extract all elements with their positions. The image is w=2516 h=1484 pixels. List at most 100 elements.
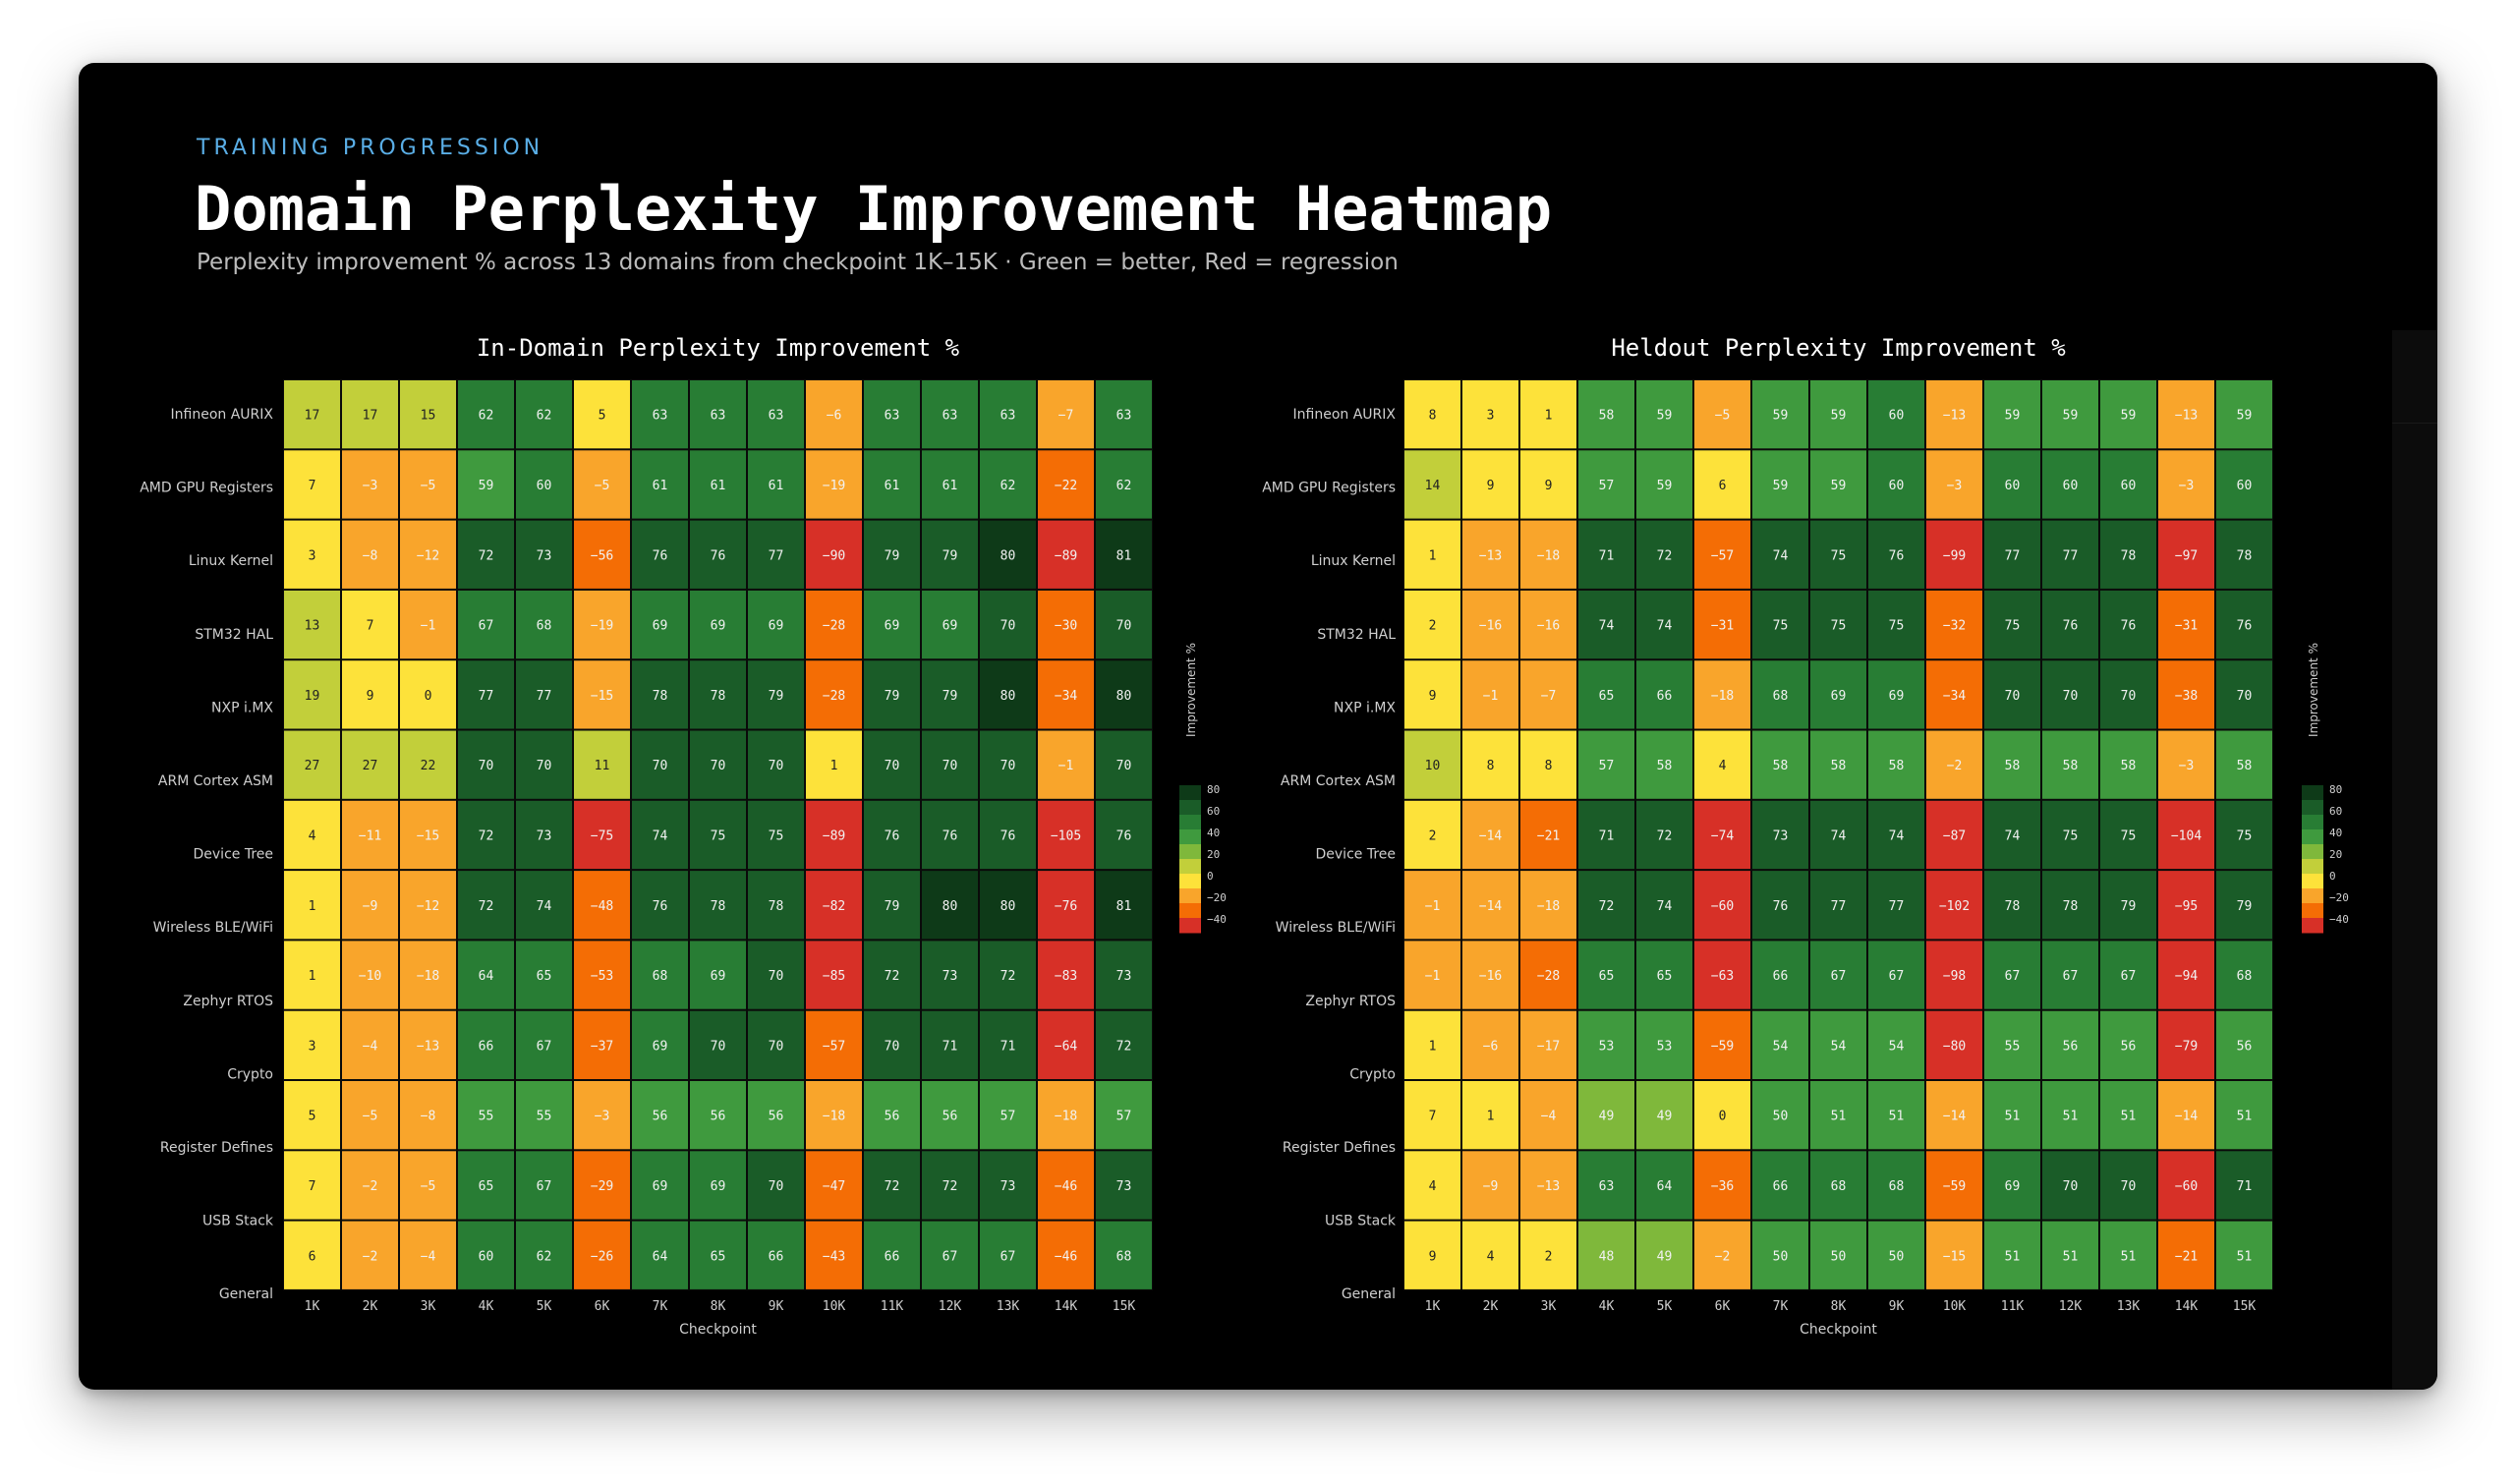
x-tick-label: 10K [1943,1299,1967,1314]
cell-value-label: 51 [2121,1110,2137,1124]
heatmap-cell [2216,590,2272,659]
cell-value-label: −63 [1711,969,1734,984]
heatmap-cell [2216,380,2272,449]
colorbar-segment [1179,874,1201,889]
cell-value-label: 73 [1773,828,1789,843]
heatmap-cell [1868,520,1924,589]
cell-value-label: 56 [2237,1039,2253,1054]
cell-value-label: −4 [421,1249,436,1264]
colorbar-segment [2302,888,2323,904]
cell-value-label: 80 [943,899,958,914]
cell-value-label: 70 [1116,619,1132,634]
cell-value-label: 77 [537,689,552,704]
x-tick-label: 4K [1599,1299,1615,1314]
heatmap-cell [1038,660,1094,729]
heatmap-cell [284,800,340,870]
cell-value-label: 6 [309,1249,316,1264]
heatmap-cell [806,730,862,799]
cell-value-label: 68 [1831,1179,1847,1194]
cell-value-label: 77 [769,548,784,563]
heatmap-cell [1404,1081,1460,1150]
cell-value-label: −97 [2175,548,2198,563]
heatmap-cell [690,1010,746,1079]
cell-value-label: 2 [1545,1249,1553,1264]
cell-value-label: 58 [1773,759,1789,773]
cell-value-label: 56 [653,1110,668,1124]
cell-value-label: −37 [591,1039,613,1054]
cell-value-label: 58 [2237,759,2253,773]
cell-value-label: 78 [2063,899,2079,914]
heatmap-cell [1038,1010,1094,1079]
side-panel-divider [2392,423,2437,424]
heatmap-cell [1520,1081,1576,1150]
heatmap-cell [1926,1221,1982,1289]
cell-value-label: −53 [591,969,613,984]
cell-value-label: 61 [885,479,900,493]
heatmap-cell [342,1151,398,1220]
heatmap-cell [748,380,804,449]
cell-value-label: 63 [943,409,958,424]
x-tick-label: 14K [1055,1299,1078,1314]
cell-value-label: 81 [1116,548,1132,563]
heatmap-cell [2216,1081,2272,1150]
heatmap-cell [2100,450,2156,519]
cell-value-label: −6 [1483,1039,1499,1054]
cell-value-label: −46 [1055,1249,1077,1264]
y-tick-label: Linux Kernel [189,553,273,569]
heatmap-cell [1096,871,1152,940]
heatmap-cell [400,1151,456,1220]
heatmap-cell [864,871,920,940]
colorbar-segment [2302,874,2323,889]
cell-value-label: −18 [1537,548,1560,563]
colorbar-segment [2302,815,2323,830]
x-tick-label: 14K [2175,1299,2199,1314]
heatmap-cell [2158,1221,2214,1289]
heatmap-cell [1404,1010,1460,1079]
heatmap-cell [1096,800,1152,870]
heatmap-in-domain: In-Domain Perplexity Improvement %17 17 15… [140,334,1227,1338]
cell-value-label: 2 [1429,619,1437,634]
heatmap-cell [1810,871,1866,940]
heatmap-cell [342,800,398,870]
heatmap-cell [806,1221,862,1289]
colorbar-segment [2302,859,2323,875]
cell-value-label: −32 [1943,619,1966,634]
heatmap-cell [1868,660,1924,729]
cell-value-label: 57 [1001,1110,1016,1124]
cell-value-label: 58 [1657,759,1673,773]
heatmap-cell [2100,730,2156,799]
heatmap-cell [1038,520,1094,589]
cell-value-label: 72 [1001,969,1016,984]
heatmap-cell [2158,590,2214,659]
cell-value-label: −57 [1711,548,1734,563]
y-tick-label: Crypto [227,1066,273,1082]
cell-value-label: −59 [1711,1039,1734,1054]
heatmap-cell [1984,730,2040,799]
heatmap-cell [1694,520,1750,589]
cell-value-label: 62 [537,409,552,424]
colorbar-segment [2302,800,2323,816]
cell-value-label: 0 [425,689,432,704]
colorbar-label: Improvement % [2307,643,2320,737]
heatmap-cell [1462,800,1518,870]
cell-value-label: 73 [1116,1179,1132,1194]
y-tick-label: STM32 HAL [195,627,273,643]
heatmap-cell [516,520,572,589]
cell-value-label: 80 [1001,899,1016,914]
heatmap-cell [632,450,688,519]
heatmap-cell [1578,1221,1634,1289]
y-tick-label: General [1342,1286,1396,1302]
heatmap-cell [806,380,862,449]
y-tick-label: USB Stack [1325,1214,1397,1229]
colorbar-segment [1179,844,1201,860]
cell-value-label: 79 [885,689,900,704]
cell-value-label: 73 [537,548,552,563]
cell-value-label: 75 [2063,828,2079,843]
heatmap-cell [2042,1010,2098,1079]
heatmap-cell [342,941,398,1009]
heatmap-cell [1984,520,2040,589]
heatmap-cell [1578,1081,1634,1150]
heatmap-cell [2216,941,2272,1009]
cell-value-label: −21 [2175,1249,2198,1264]
heatmap-cell [748,730,804,799]
